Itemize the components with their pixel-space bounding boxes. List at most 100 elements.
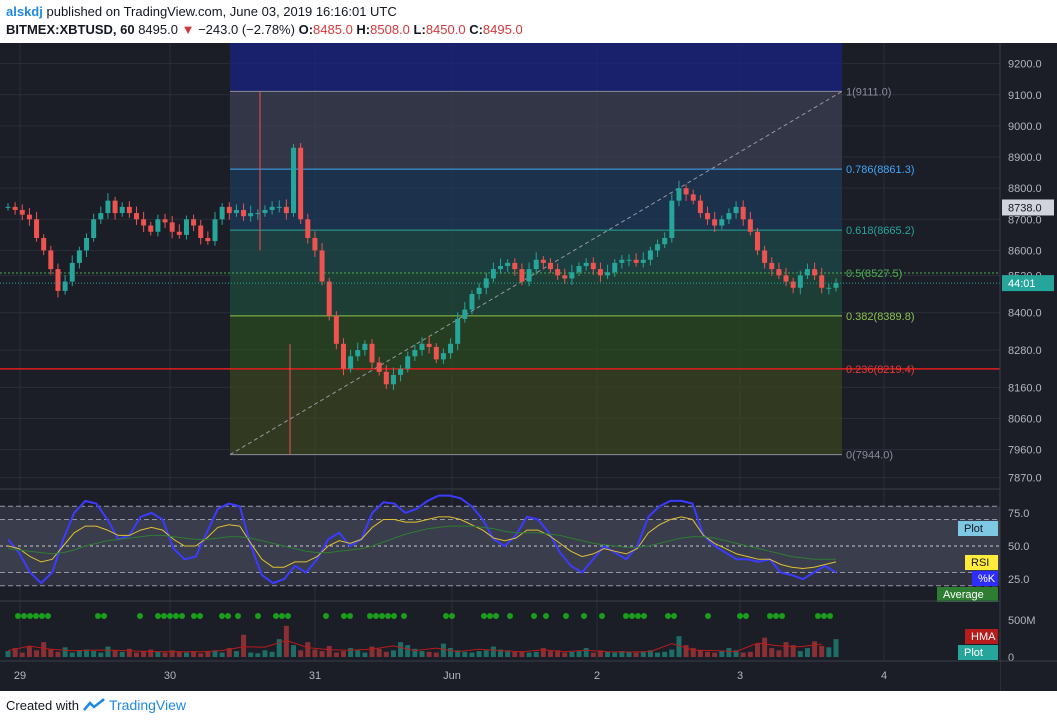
volume-bar [490,646,496,657]
cycle-dot [167,613,173,619]
price-label: 8738.0 [1008,202,1042,214]
candle-body [98,213,104,220]
price-tick-label: 8060.0 [1008,414,1042,426]
volume-bar [483,650,489,657]
volume-bar [112,650,118,657]
cycle-dot [279,613,285,619]
volume-bar [191,651,197,657]
volume-bar [576,651,582,657]
price-change: −243.0 (−2.78%) [198,22,295,37]
volume-bar [41,642,47,657]
cycle-dot [629,613,635,619]
cycle-dot [27,613,33,619]
candle-body [583,262,589,266]
candle-body [569,272,575,279]
volume-tick-label: 500M [1008,615,1036,627]
fib-extension-zone [230,43,842,92]
stochastic-pane[interactable]: Plot RSI %K Average [0,488,1057,602]
low-label: L: [413,22,426,37]
candle-body [476,287,482,295]
tradingview-brand[interactable]: TradingView [108,697,187,713]
candle-body [362,343,368,351]
volume-bar [283,625,289,657]
volume-bar [5,651,11,657]
candle-body [690,194,696,201]
cycle-dot [385,613,391,619]
cycle-dot [641,613,647,619]
legend-chip [972,571,998,586]
candle-body [212,219,218,242]
time-axis-bg [0,661,1000,691]
candle-body [826,287,832,289]
down-arrow-icon: ▼ [181,22,195,37]
volume-bar [826,647,832,657]
candle-body [540,259,546,263]
candle-body [719,219,725,226]
volume-pane[interactable]: HMA Plot [0,600,1057,660]
legend-chip [965,555,998,570]
open-value: 8485.0 [313,22,353,37]
countdown-label: 44:01 [1008,278,1036,290]
candle-body [676,188,682,201]
volume-bar [383,651,389,657]
candle-body [176,231,182,235]
volume-bar [269,651,275,657]
candle-body [797,275,803,288]
volume-bar [119,651,125,657]
volume-bar [84,649,90,657]
volume-bar [754,643,760,657]
candle-body [226,206,232,214]
price-tick-label: 8700.0 [1008,214,1042,226]
volume-bar [433,652,439,657]
price-tick-label: 8600.0 [1008,245,1042,257]
high-label: H: [356,22,371,37]
volume-bar [426,651,432,657]
chart-area[interactable]: 1(9111.0) 0.786(8861.3) 0.618(8665.2) 0.5(8… [0,43,1057,691]
author-link[interactable]: alskdj [6,4,43,19]
cycle-dot [665,613,671,619]
cycle-dot [487,613,493,619]
volume-bar [319,651,325,657]
cycle-dot [273,613,279,619]
series-line-average [7,525,836,560]
volume-bar [655,652,661,657]
cycle-dot [767,613,773,619]
candle-body [462,309,468,319]
candle-body [191,219,197,226]
candle-body [833,283,839,288]
fib-level-label: 0(7944.0) [846,450,893,462]
volume-bar [298,650,304,657]
cycle-dot [21,613,27,619]
candle-body [84,237,90,251]
candle-body [448,343,454,354]
close-label: C: [469,22,483,37]
candle-body [576,266,582,273]
volume-bar [690,648,696,657]
candle-body [269,206,275,210]
volume-bar [619,651,625,657]
volume-bar [105,646,111,657]
fib-zone [230,273,842,316]
volume-bar [533,651,539,657]
cycle-dot [285,613,291,619]
candle-body [283,206,289,214]
volume-bar [662,651,668,657]
volume-bar [176,651,182,657]
price-tick-label: 9100.0 [1008,90,1042,102]
candle-body [412,350,418,357]
volume-bar [169,650,175,657]
cycle-dot [821,613,827,619]
time-tick-label: 2 [594,670,600,682]
volume-bar [569,651,575,657]
volume-bar [348,648,354,657]
price-pane[interactable]: 1(9111.0) 0.786(8861.3) 0.618(8665.2) 0.5(8… [0,43,1000,667]
volume-bar [783,642,789,657]
chart-svg[interactable]: 1(9111.0) 0.786(8861.3) 0.618(8665.2) 0.5(8… [0,43,1057,691]
cycle-dot [443,613,449,619]
candle-body [669,200,675,238]
candle-body [55,269,61,291]
candle-body [726,213,732,220]
candle-body [326,281,332,316]
candle-body [819,275,825,288]
symbol-name[interactable]: BITMEX:XBTUSD, 60 [6,22,135,37]
